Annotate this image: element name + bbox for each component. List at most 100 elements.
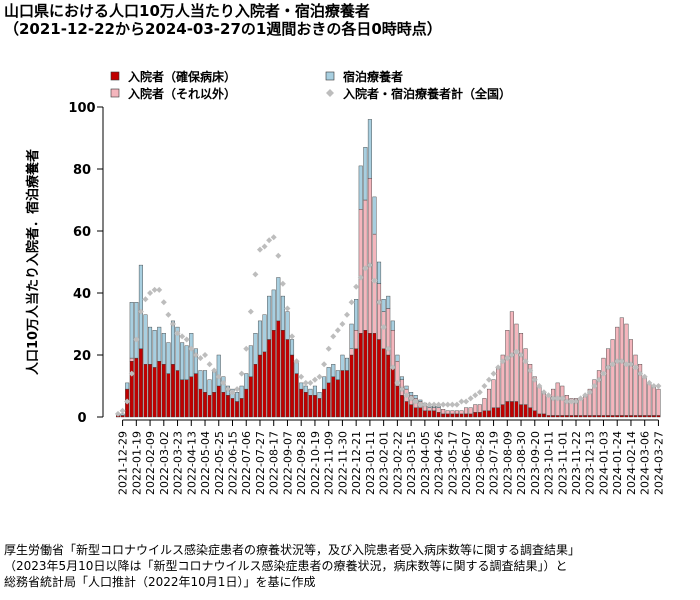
bar: [505, 401, 510, 418]
bar: [486, 410, 491, 418]
scatter-point: [311, 376, 318, 383]
x-tick-label: 2022-11-30: [336, 431, 349, 495]
bar: [239, 385, 244, 399]
bar: [404, 385, 409, 390]
bar: [262, 314, 267, 353]
bar: [381, 348, 386, 418]
scatter-point: [444, 401, 451, 408]
scatter-point: [426, 401, 433, 408]
bar: [395, 385, 400, 418]
bar: [267, 339, 272, 418]
scatter-point: [563, 398, 570, 405]
bar: [381, 299, 386, 312]
x-tick-label: 2023-09-20: [529, 431, 542, 495]
bar: [143, 314, 148, 365]
scatter-point: [243, 345, 250, 352]
x-tick-label: 2023-04-05: [419, 431, 432, 495]
bar: [354, 299, 359, 331]
bar: [592, 415, 597, 418]
scatter-point: [554, 395, 561, 402]
bar: [349, 348, 354, 356]
scatter-point: [348, 299, 355, 306]
x-tick-label: 2024-02-14: [625, 431, 638, 495]
scatter-point: [174, 330, 181, 337]
bar: [610, 339, 615, 416]
bar: [541, 413, 546, 418]
scatter-point: [128, 370, 135, 377]
bar: [285, 339, 290, 418]
x-tick-label: 2022-08-17: [268, 431, 281, 495]
bar: [308, 395, 313, 418]
bar: [427, 410, 432, 418]
bar: [418, 407, 423, 418]
scatter-point: [540, 389, 547, 396]
scatter-point: [169, 321, 176, 327]
bar: [280, 330, 285, 418]
bar: [170, 364, 175, 418]
bar: [184, 379, 189, 418]
scatter-point: [481, 383, 488, 389]
bar: [308, 388, 313, 396]
x-tick-label: 2022-04-13: [185, 431, 198, 495]
scatter-point: [247, 308, 254, 315]
scatter-point: [518, 352, 525, 358]
bar: [299, 388, 304, 418]
bar: [445, 413, 450, 418]
scatter-point: [417, 401, 424, 408]
bar: [345, 357, 350, 371]
bar: [129, 357, 134, 362]
bar: [409, 392, 414, 396]
y-tick-label: 80: [73, 163, 91, 178]
x-tick-label: 2023-06-07: [460, 431, 473, 495]
scatter-point: [284, 305, 291, 312]
bar: [601, 415, 606, 418]
bar: [546, 415, 551, 418]
legend-marker: [325, 71, 335, 81]
bar: [175, 326, 180, 371]
scatter-point: [550, 395, 557, 402]
source: （2023年5月10日以降は「新型コロナウイルス感染症患者の療養状況，病床数等に…: [4, 558, 567, 573]
x-tick-label: 2021-12-29: [117, 431, 130, 495]
bar: [656, 415, 661, 418]
bar: [624, 415, 629, 418]
scatter-point: [302, 379, 309, 386]
scatter-point: [115, 410, 121, 417]
bar: [546, 395, 551, 416]
bar: [555, 415, 560, 418]
scatter-point: [536, 383, 543, 389]
bar: [166, 342, 171, 374]
bar: [615, 415, 620, 418]
scatter-point: [179, 333, 186, 340]
scatter-point: [206, 361, 213, 368]
scatter-point: [527, 367, 534, 374]
x-tick-label: 2023-11-22: [570, 431, 583, 495]
bar: [450, 413, 455, 418]
bar: [564, 415, 569, 418]
bar: [125, 382, 130, 390]
scatter-point: [655, 383, 662, 389]
bar: [180, 379, 185, 418]
y-tick-label: 0: [77, 411, 86, 426]
bar: [491, 407, 496, 418]
bar: [363, 330, 368, 418]
scatter-point: [357, 274, 364, 281]
bar: [299, 382, 304, 390]
bar: [221, 392, 226, 418]
bar: [193, 348, 198, 374]
bar: [390, 367, 395, 418]
bar: [587, 415, 592, 418]
bar: [354, 348, 359, 418]
bar: [445, 410, 450, 415]
bar: [647, 415, 652, 418]
scatter-point: [192, 352, 199, 358]
scatter-point: [568, 398, 575, 405]
bar: [335, 379, 340, 418]
bar: [271, 330, 276, 418]
bar: [358, 165, 363, 210]
y-tick-label: 40: [73, 287, 91, 302]
scatter-point: [353, 283, 360, 290]
bar: [129, 302, 134, 359]
bar: [161, 364, 166, 418]
bar: [491, 379, 496, 408]
